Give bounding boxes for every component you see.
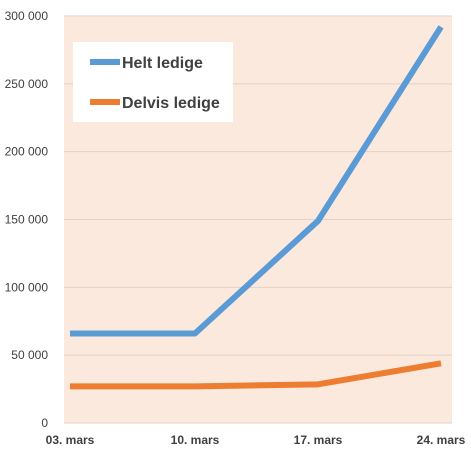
y-tick-label-2: 100 000 <box>5 280 49 294</box>
y-tick-label-3: 150 000 <box>5 213 49 227</box>
y-tick-label-0: 0 <box>41 416 48 430</box>
y-tick-label-1: 50 000 <box>11 348 48 362</box>
y-tick-label-5: 250 000 <box>5 77 49 91</box>
legend: Helt ledige Delvis ledige <box>73 42 233 122</box>
gridlines <box>64 15 452 424</box>
x-tick-label-0: 03. mars <box>46 433 95 447</box>
y-tick-label-4: 200 000 <box>5 145 49 159</box>
x-tick-label-3: 24. mars <box>417 433 466 447</box>
legend-label-0: Helt ledige <box>122 55 203 72</box>
legend-label-1: Delvis ledige <box>122 95 220 112</box>
series-line-0 <box>70 25 444 337</box>
x-tick-label-2: 17. mars <box>294 433 343 447</box>
y-tick-label-6: 300 000 <box>5 9 49 23</box>
series-lines <box>70 25 444 390</box>
y-axis-tick-labels: 0 50 000 100 000 150 000 200 000 250 000 300 0… <box>5 9 49 430</box>
x-tick-label-1: 10. mars <box>171 433 220 447</box>
x-axis-tick-labels: 03. mars 10. mars 17. mars 24. mars <box>46 433 466 447</box>
series-line-1 <box>70 360 442 390</box>
legend-box <box>73 42 233 122</box>
